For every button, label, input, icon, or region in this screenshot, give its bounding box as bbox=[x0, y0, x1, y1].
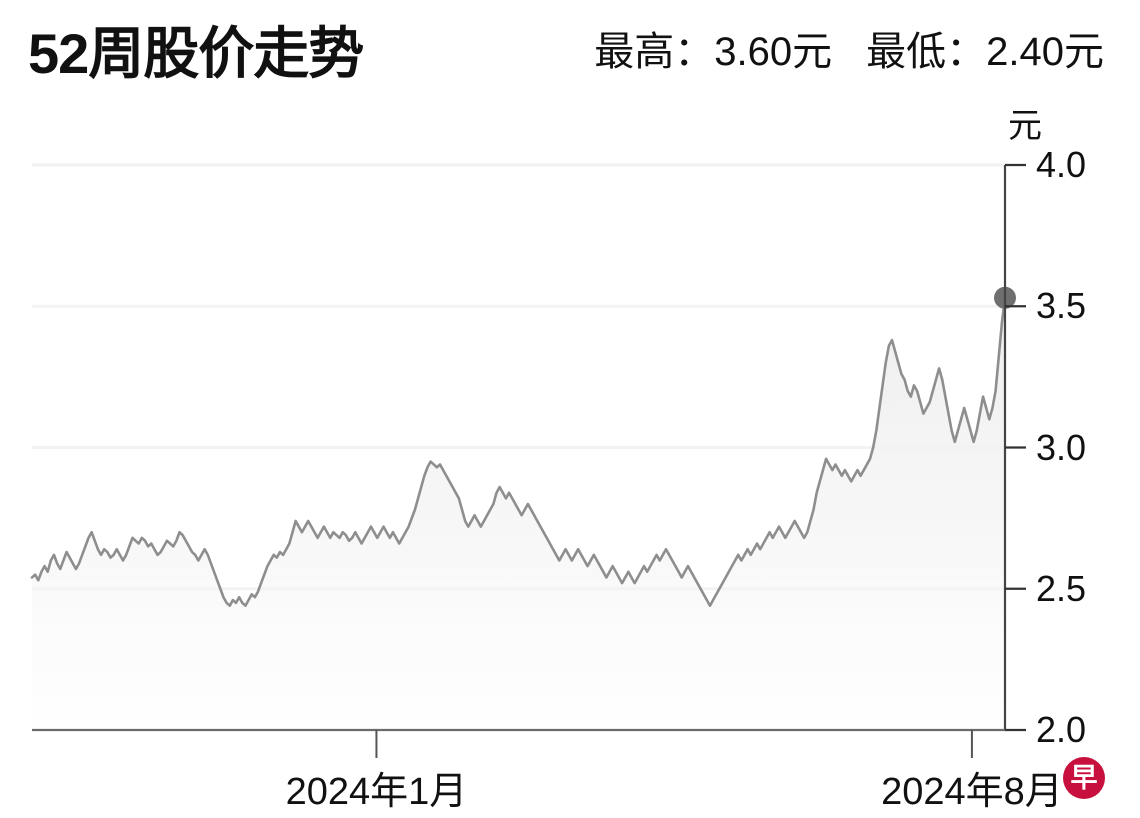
chart-header: 52周股价走势 最高：3.60元 最低：2.40元 bbox=[0, 0, 1140, 110]
zaobao-logo: 早 bbox=[1063, 757, 1105, 799]
y-axis-tick-label: 4.0 bbox=[1036, 144, 1087, 185]
x-axis-ticks bbox=[375, 730, 973, 758]
page-title: 52周股价走势 bbox=[28, 22, 364, 85]
area-fill bbox=[32, 297, 1005, 730]
y-axis-tick-label: 3.0 bbox=[1036, 426, 1087, 468]
stock-line-chart bbox=[30, 163, 1026, 758]
price-line bbox=[30, 296, 1007, 607]
y-axis-ticks bbox=[1005, 163, 1026, 732]
y-axis-tick-label: 3.5 bbox=[1036, 285, 1087, 327]
price-stats: 最高：3.60元 最低：2.40元 bbox=[594, 26, 1104, 78]
y-axis-unit-label: 元 bbox=[1008, 107, 1042, 145]
stat-low: 最低：2.40元 bbox=[866, 30, 1104, 74]
chart-canvas: 元 2.0 2.5 3.0 3.5 4.0 2024年1月 2024年8月 bbox=[0, 100, 1140, 818]
x-axis-tick-label: 2024年8月 bbox=[881, 771, 1063, 813]
x-axis-tick-label: 2024年1月 bbox=[285, 771, 468, 813]
y-axis-tick-label: 2.5 bbox=[1036, 567, 1087, 609]
y-axis-tick-label: 2.0 bbox=[1036, 709, 1087, 750]
stat-high: 最高：3.60元 bbox=[594, 30, 833, 74]
